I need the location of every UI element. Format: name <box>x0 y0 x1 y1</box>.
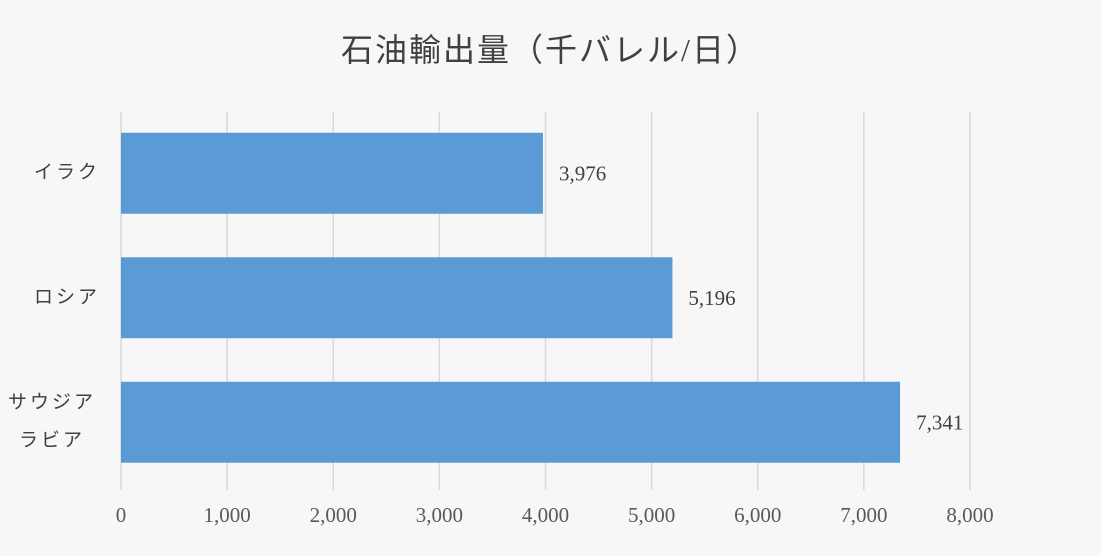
category-label-1: イラク <box>33 162 100 184</box>
data-label-3: 7,341 <box>916 410 963 434</box>
bar-1 <box>121 132 543 214</box>
category-label-slot-3: サウジアラビア <box>0 384 100 460</box>
x-tick-label-6: 6,000 <box>734 503 781 527</box>
x-tick-label-0: 0 <box>116 503 127 527</box>
x-tick-label-8: 8,000 <box>946 503 993 527</box>
x-tick-label-7: 7,000 <box>840 503 887 527</box>
data-label-2: 5,196 <box>688 286 735 310</box>
category-label-slot-1: イラク <box>0 154 100 192</box>
category-label-2: ロシア <box>33 286 100 308</box>
category-label-slot-2: ロシア <box>0 279 100 317</box>
x-tick-label-4: 4,000 <box>522 503 569 527</box>
bar-3 <box>121 381 901 463</box>
x-tick-label-5: 5,000 <box>628 503 675 527</box>
data-label-1: 3,976 <box>559 161 606 185</box>
chart-title: 石油輸出量（千バレル/日） <box>341 32 760 68</box>
x-tick-label-1: 1,000 <box>204 503 251 527</box>
x-tick-label-2: 2,000 <box>310 503 357 527</box>
category-label-3: サウジアラビア <box>7 392 96 452</box>
bar-2 <box>121 257 673 339</box>
x-tick-label-3: 3,000 <box>416 503 463 527</box>
